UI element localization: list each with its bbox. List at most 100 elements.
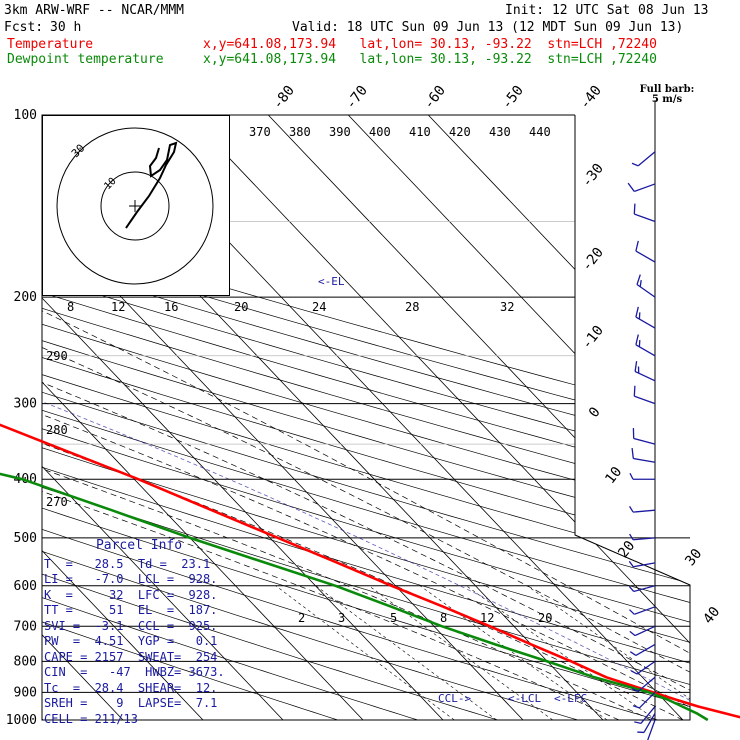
wind-barb: [629, 606, 656, 615]
wind-barb-flag: [631, 688, 639, 692]
theta-label: 390: [329, 125, 351, 139]
wind-barb-flag: [634, 721, 642, 725]
dry-adiabat: [42, 115, 690, 720]
isotherm-label: 20: [615, 538, 638, 561]
parcel-row-t: T = 28.5 Td = 23.1: [44, 556, 211, 571]
theta-label: 400: [369, 125, 391, 139]
wind-barb: [629, 643, 656, 656]
isotherm-label: -30: [579, 161, 607, 191]
wind-barb-flag: [629, 609, 635, 615]
dewpoint-legend: Dewpoint temperature: [7, 52, 164, 67]
isotherm-label: -80: [270, 83, 298, 113]
isotherm-line: [187, 115, 690, 720]
dry-adiabat: [42, 115, 690, 720]
moist-adiabat: [42, 296, 690, 720]
full-barb-label: Full barb:: [639, 84, 695, 95]
isotherm-line: [42, 115, 444, 720]
pressure-tick-label: 600: [14, 579, 37, 594]
wind-barb: [632, 428, 656, 445]
wind-barb-shaft: [633, 509, 656, 513]
wind-barb-shaft: [643, 713, 656, 733]
wind-barb-shaft: [635, 316, 656, 329]
parcel-row-k: K = 32 LFC = 928.: [44, 587, 218, 602]
dry-adiabat: [42, 115, 690, 720]
wind-barb-shaft: [634, 183, 656, 193]
wind-barb: [629, 472, 655, 480]
parcel-row-cin: CIN = -47 HWBZ= 3673.: [44, 665, 225, 679]
isotherm-label: -50: [499, 83, 527, 113]
wind-barb: [627, 182, 656, 193]
theta-label: 410: [409, 125, 431, 139]
wind-barb: [631, 151, 656, 167]
mixing-ratio-label: 12: [480, 611, 494, 625]
mixing-ratio-label: 20: [538, 611, 552, 625]
dry-adiabat: [42, 115, 460, 720]
wind-barb-shaft: [634, 213, 656, 223]
pressure-tick-label: 900: [14, 685, 37, 700]
dry-adiabat: [42, 115, 690, 720]
isotherm-label: -40: [577, 83, 605, 113]
wind-speed-label: 16: [164, 300, 178, 314]
wind-barb-flag: [629, 472, 634, 480]
mixing-ratio-label: 8: [440, 611, 447, 625]
parcel-path: [42, 287, 690, 701]
wind-barb-flag: [633, 385, 636, 397]
wind-barb: [630, 660, 656, 675]
wind-barb-flag: [628, 560, 634, 568]
dewpoint-info: x,y=641.08,173.94 lat,lon= 30.13, -93.22…: [203, 52, 657, 67]
wind-barb: [629, 533, 656, 541]
wind-barb-flag: [631, 448, 634, 459]
model-title: 3km ARW-WRF -- NCAR/MMM: [4, 3, 185, 18]
wind-speed-label: 20: [234, 300, 248, 314]
wind-barb-flag: [634, 361, 638, 372]
wind-barb-flag: [633, 203, 636, 215]
mixing-ratio-label: 5: [390, 611, 397, 625]
wind-barb-shaft: [635, 344, 656, 357]
pressure-tick-label: 700: [14, 619, 37, 634]
temperature-info: x,y=641.08,173.94 lat,lon= 30.13, -93.22…: [203, 37, 657, 52]
isotherm-line: [42, 115, 364, 720]
wind-speed-label: 32: [500, 300, 514, 314]
wind-barb: [634, 361, 656, 382]
theta-label: 420: [449, 125, 471, 139]
wind-barb-flag: [636, 274, 641, 285]
wind-barb-shaft: [634, 395, 656, 405]
wind-barb-shaft: [635, 643, 656, 656]
wind-barb-flag: [639, 280, 642, 287]
dry-adiabat: [42, 115, 690, 720]
wind-barb-shaft: [637, 676, 656, 692]
wind-barb: [628, 585, 656, 593]
wind-barb-shaft: [633, 437, 656, 445]
wind-speed-label: 12: [111, 300, 125, 314]
parcel-row-cape: CAPE = 2157 SWEAT= 254: [44, 649, 218, 664]
pressure-tick-label: 200: [14, 290, 37, 305]
wind-barb: [647, 719, 656, 740]
parcel-row-svi: SVI = -3.1 CCL = 925.: [44, 618, 218, 633]
wind-barb: [633, 203, 656, 223]
wind-barb-shaft: [636, 660, 656, 675]
isotherm-line: [42, 115, 284, 720]
wind-barb-flag: [627, 182, 635, 192]
isotherm-line: [42, 115, 204, 720]
dry-adiabat: [42, 115, 622, 720]
wind-speed-label: 24: [312, 300, 326, 314]
theta-label: 440: [529, 125, 551, 139]
dry-adiabat: [42, 115, 690, 720]
lfc-label: <-LFC: [554, 692, 587, 705]
dry-adiabat: [42, 115, 690, 720]
valid-time: Valid: 18 UTC Sun 09 Jun 13 (12 MDT Sun …: [292, 20, 684, 35]
pressure-tick-label: 500: [14, 531, 37, 546]
wind-barb-flag: [629, 533, 634, 541]
wind-barb: [636, 274, 656, 298]
wind-barb: [634, 706, 656, 725]
wind-barb-shaft: [634, 625, 656, 637]
wind-barb: [635, 240, 656, 263]
dry-adiabat: [42, 115, 690, 720]
wind-barb-flag: [630, 670, 638, 675]
parcel-info-title: Parcel Info: [95, 538, 183, 553]
wind-barb-flag: [632, 705, 640, 709]
hodograph-ring-10: [100, 171, 170, 241]
mixing-ratio-label: 3: [338, 611, 345, 625]
